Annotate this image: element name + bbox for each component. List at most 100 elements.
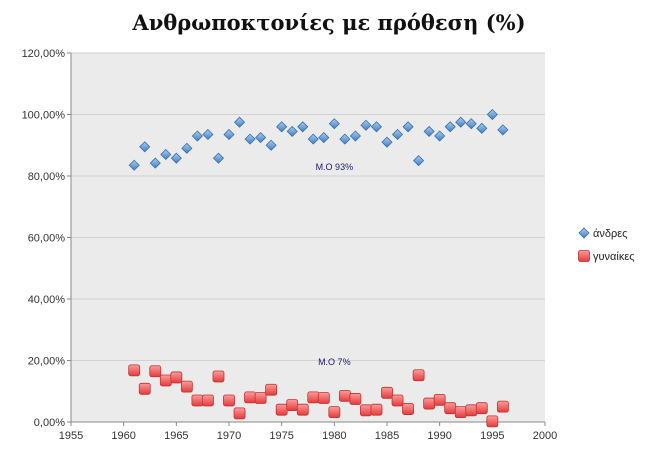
x-tick-label: 1995 bbox=[480, 430, 504, 442]
male-data-point bbox=[244, 133, 256, 145]
annotations: Μ.Ο 93% Μ.Ο 7% bbox=[316, 162, 354, 367]
male-data-point bbox=[381, 136, 393, 148]
male-data-point bbox=[276, 121, 288, 133]
female-data-point bbox=[444, 402, 457, 415]
x-tick-label: 2000 bbox=[533, 430, 557, 442]
female-data-point bbox=[412, 369, 425, 382]
female-data-point bbox=[149, 365, 162, 378]
female-data-point bbox=[465, 404, 478, 417]
male-data-point bbox=[297, 121, 309, 133]
male-data-point bbox=[149, 157, 161, 169]
female-data-point bbox=[402, 403, 414, 415]
mean-annotation: Μ.Ο 7% bbox=[318, 357, 351, 367]
y-tick-label: 60,00% bbox=[28, 233, 66, 245]
female-data-point bbox=[296, 403, 309, 416]
female-data-point bbox=[286, 399, 299, 411]
x-tick-label: 1985 bbox=[375, 430, 399, 442]
male-data-point bbox=[360, 119, 372, 131]
female-data-point bbox=[265, 383, 278, 396]
female-data-point bbox=[233, 407, 246, 420]
y-tick-label: 120,00% bbox=[22, 48, 66, 60]
female-data-point bbox=[475, 402, 488, 415]
female-data-point bbox=[496, 400, 509, 413]
male-data-point bbox=[444, 121, 456, 133]
legend-diamond-marker bbox=[578, 227, 590, 239]
female-data-point bbox=[349, 393, 362, 405]
male-data-point bbox=[328, 118, 340, 130]
x-tick-label: 1955 bbox=[59, 430, 83, 442]
female-data-point bbox=[212, 370, 225, 383]
male-data-point bbox=[223, 128, 235, 141]
male-data-point bbox=[286, 125, 298, 137]
male-data-point bbox=[307, 133, 319, 145]
axes: 0,00% 20,00% 40,00% 60,00% 80,00% 100,00% 120,… bbox=[22, 48, 558, 442]
y-tick-label: 40,00% bbox=[28, 294, 66, 306]
female-data-point bbox=[128, 364, 141, 377]
male-data-point bbox=[497, 124, 509, 136]
female-data-point bbox=[317, 392, 330, 404]
male-data-point bbox=[212, 152, 225, 164]
female-data-point bbox=[338, 389, 351, 402]
female-data-point bbox=[381, 386, 393, 399]
male-data-point bbox=[160, 148, 172, 161]
male-data-point bbox=[255, 131, 267, 144]
male-data-point bbox=[265, 139, 277, 151]
y-tick-label: 0,00% bbox=[34, 417, 65, 429]
y-tick-label: 20,00% bbox=[28, 356, 66, 368]
male-data-point bbox=[455, 116, 467, 128]
gridlines bbox=[71, 52, 545, 361]
y-tick-label: 100,00% bbox=[22, 110, 66, 122]
female-data-point bbox=[328, 406, 341, 419]
chart-title: Ανθρωποκτονίες με πρόθεση (%) bbox=[132, 10, 526, 35]
y-tick-label: 80,00% bbox=[28, 171, 66, 183]
female-data-point bbox=[180, 380, 193, 393]
male-data-point bbox=[423, 125, 435, 137]
male-data-point bbox=[434, 130, 446, 142]
female-data-point bbox=[486, 415, 499, 428]
mean-annotation: Μ.Ο 93% bbox=[316, 162, 354, 172]
female-data-point bbox=[307, 391, 320, 404]
legend-square-marker bbox=[578, 250, 590, 262]
male-data-point bbox=[391, 128, 404, 141]
male-data-point bbox=[413, 155, 425, 167]
male-data-point bbox=[476, 122, 488, 134]
female-data-point bbox=[170, 371, 183, 384]
male-data-point bbox=[486, 108, 498, 121]
female-data-point bbox=[423, 397, 436, 410]
male-data-point bbox=[339, 133, 351, 145]
male-data-point bbox=[349, 130, 361, 142]
female-data-point bbox=[191, 394, 204, 407]
male-data-point bbox=[233, 116, 246, 128]
x-tick-label: 1965 bbox=[164, 430, 188, 442]
male-data-point bbox=[370, 121, 383, 133]
female-data-point bbox=[159, 374, 172, 387]
male-data-point bbox=[318, 131, 330, 144]
female-data-point bbox=[433, 393, 446, 406]
male-data-point bbox=[465, 118, 477, 130]
female-data-point bbox=[138, 382, 151, 395]
female-data-point bbox=[275, 403, 288, 416]
legend: άνδρες γυναίκες bbox=[578, 227, 635, 263]
x-tick-label: 1970 bbox=[217, 430, 241, 442]
legend-label: άνδρες bbox=[593, 228, 627, 240]
x-tick-label: 1980 bbox=[322, 430, 346, 442]
male-data-point bbox=[191, 130, 203, 142]
female-data-point bbox=[202, 394, 214, 407]
x-tick-label: 1975 bbox=[269, 430, 293, 442]
data-points bbox=[128, 108, 509, 428]
x-tick-label: 1960 bbox=[111, 430, 135, 442]
male-data-point bbox=[139, 141, 151, 153]
female-data-point bbox=[244, 391, 256, 404]
male-data-point bbox=[170, 152, 182, 164]
male-data-point bbox=[128, 159, 140, 171]
legend-label: γυναίκες bbox=[593, 251, 635, 263]
x-tick-label: 1990 bbox=[427, 430, 451, 442]
male-data-point bbox=[402, 121, 414, 133]
male-data-point bbox=[202, 128, 214, 141]
female-data-point bbox=[360, 404, 372, 417]
male-data-point bbox=[181, 142, 193, 154]
female-data-point bbox=[223, 394, 235, 407]
female-data-point bbox=[254, 392, 267, 404]
female-data-point bbox=[370, 403, 383, 416]
